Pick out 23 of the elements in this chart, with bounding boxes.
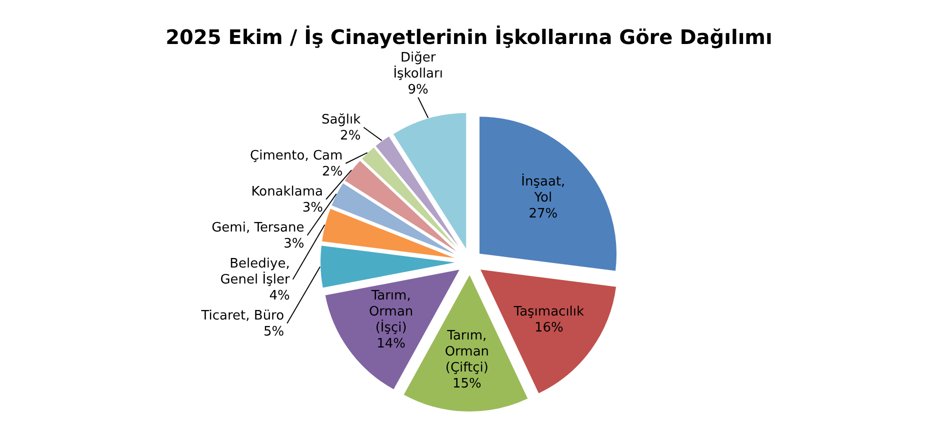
slice-label: Konaklama (251, 184, 324, 200)
slice-label: Taşımacılık (512, 304, 585, 320)
data-label: 16% (534, 320, 564, 336)
data-label: 15% (452, 376, 482, 392)
slice-label: Tarım, Orman (Çiftçi) (444, 328, 490, 376)
data-label: 9% (408, 82, 428, 98)
data-label: 3% (284, 236, 304, 252)
data-label: 4% (269, 288, 290, 304)
slice-label: Tarım, Orman (İşçi) (368, 288, 414, 336)
data-label: 2% (340, 128, 361, 144)
chart-title: 2025 Ekim / İş Cinayetlerinin İşkollarına Göre Dağılımı (166, 25, 772, 49)
slice-label: İnşaat, Yol (521, 173, 566, 206)
data-label: 27% (528, 206, 558, 222)
slice-label: Çimento, Cam (250, 148, 343, 164)
data-label: 14% (376, 336, 406, 352)
slice-label: Sağlık (321, 112, 362, 128)
slice-label: Gemi, Tersane (212, 220, 304, 236)
data-label: 3% (302, 200, 324, 216)
slice-label: Diğer İşkolları (393, 50, 443, 82)
data-label: 2% (322, 164, 343, 180)
data-label: 5% (263, 324, 284, 340)
slice-label: Belediye, Genel İşler (220, 256, 290, 288)
slice-label: Ticaret, Büro (200, 308, 284, 324)
